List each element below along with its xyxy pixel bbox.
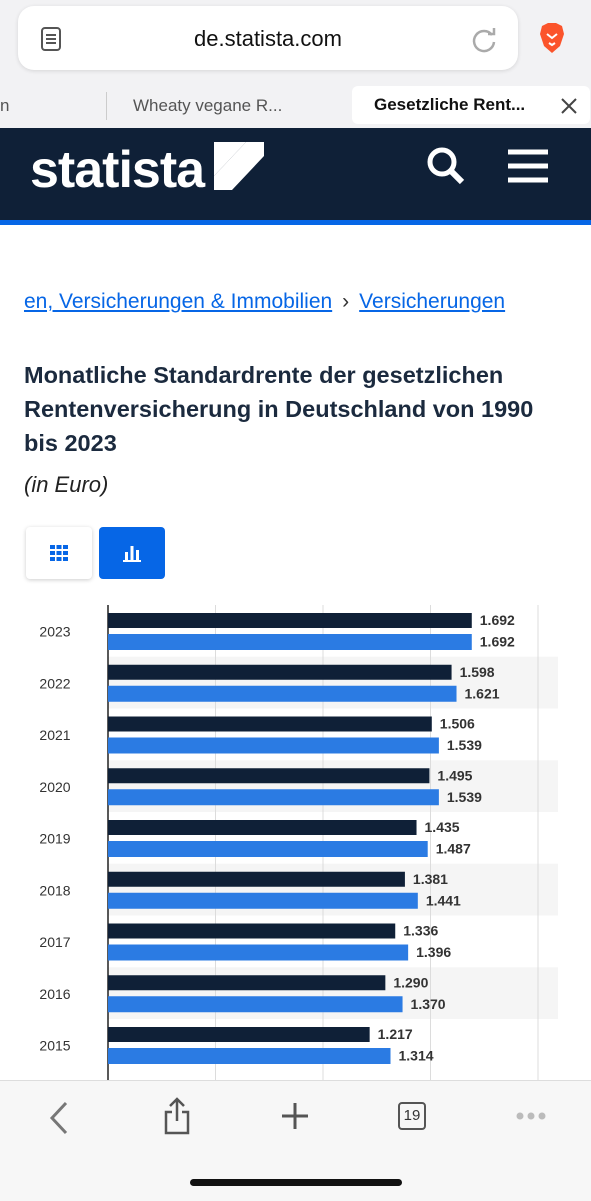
reader-icon[interactable] <box>40 26 62 52</box>
browser-chrome: de.statista.com n Wheaty vegane R... Ges… <box>0 0 591 128</box>
bar <box>108 841 428 857</box>
tab-count[interactable]: 19 <box>398 1102 426 1130</box>
logo[interactable]: statista <box>30 141 205 199</box>
chart-view-button[interactable] <box>99 527 165 579</box>
breadcrumb-link[interactable]: Versicherungen <box>359 290 506 313</box>
more-button[interactable] <box>516 1111 546 1121</box>
value-label: 1.539 <box>447 789 482 805</box>
y-tick-label: 2015 <box>39 1038 70 1054</box>
tab-title[interactable]: Gesetzliche Rent... <box>374 95 526 114</box>
tab-divider <box>106 92 107 120</box>
chart: 2023 1.692 1.692 2022 1.598 1.621 2021 1.506 1.5… <box>39 605 558 1080</box>
bar <box>108 716 432 732</box>
value-label: 1.336 <box>403 923 438 939</box>
value-label: 1.370 <box>411 996 446 1012</box>
home-indicator <box>190 1179 402 1186</box>
chart-subtitle: (in Euro) <box>24 472 109 497</box>
y-tick-label: 2020 <box>39 779 70 795</box>
bar <box>108 892 418 909</box>
bottom-toolbar: 19 <box>0 1080 591 1201</box>
address-bar[interactable]: de.statista.com <box>18 6 518 70</box>
value-label: 1.487 <box>436 841 471 857</box>
breadcrumb-link[interactable]: en, Versicherungen & Immobilien <box>24 290 333 313</box>
y-tick-label: 2021 <box>39 727 70 743</box>
bar <box>108 634 472 650</box>
y-tick-label: 2017 <box>39 934 70 950</box>
bar <box>108 975 386 991</box>
share-button[interactable] <box>162 1097 192 1135</box>
tab[interactable]: n <box>0 96 10 115</box>
y-tick-label: 2019 <box>39 831 70 847</box>
bar <box>108 1027 370 1042</box>
tab[interactable]: Wheaty vegane R... <box>133 96 283 115</box>
chart-icon <box>123 546 141 562</box>
bar <box>108 820 417 835</box>
bar <box>108 613 472 628</box>
bar <box>108 789 439 806</box>
value-label: 1.598 <box>460 664 495 680</box>
brave-icon[interactable] <box>538 22 566 54</box>
value-label: 1.396 <box>416 944 451 960</box>
bar <box>108 996 403 1013</box>
bar <box>108 768 430 784</box>
bar <box>108 1048 391 1064</box>
logo-mark <box>214 142 264 190</box>
value-label: 1.506 <box>440 716 475 732</box>
y-tick-label: 2018 <box>39 882 70 898</box>
value-label: 1.381 <box>413 871 448 887</box>
table-icon <box>50 545 68 561</box>
chart-title: Monatliche Standardrente der gesetzliche… <box>24 362 534 456</box>
url[interactable]: de.statista.com <box>194 26 342 51</box>
value-label: 1.435 <box>425 819 460 835</box>
bar <box>108 944 409 961</box>
y-tick-label: 2023 <box>39 624 70 640</box>
value-label: 1.692 <box>480 634 515 650</box>
bar <box>108 664 452 680</box>
bar <box>108 737 439 754</box>
bar <box>108 685 457 702</box>
bar <box>108 871 405 887</box>
value-label: 1.621 <box>465 685 500 701</box>
breadcrumb: en, Versicherungen & Immobilien › Versiche… <box>24 290 505 314</box>
new-tab-button[interactable] <box>280 1101 310 1131</box>
y-tick-label: 2016 <box>39 986 70 1002</box>
back-button[interactable] <box>46 1101 70 1135</box>
menu-icon[interactable] <box>506 148 550 184</box>
site-header: statista <box>0 128 591 225</box>
value-label: 1.692 <box>480 612 515 628</box>
table-view-button[interactable] <box>26 527 92 579</box>
value-label: 1.217 <box>378 1026 413 1042</box>
active-tab[interactable]: Gesetzliche Rent... <box>352 86 590 124</box>
y-tick-label: 2022 <box>39 675 70 691</box>
value-label: 1.314 <box>399 1048 434 1064</box>
search-icon[interactable] <box>424 144 468 188</box>
bar <box>108 923 396 939</box>
value-label: 1.539 <box>447 737 482 753</box>
value-label: 1.290 <box>393 974 428 990</box>
reload-icon[interactable] <box>470 26 498 54</box>
value-label: 1.495 <box>437 767 472 783</box>
close-tab[interactable] <box>560 97 578 115</box>
breadcrumb-separator: › <box>342 290 350 313</box>
value-label: 1.441 <box>426 892 461 908</box>
